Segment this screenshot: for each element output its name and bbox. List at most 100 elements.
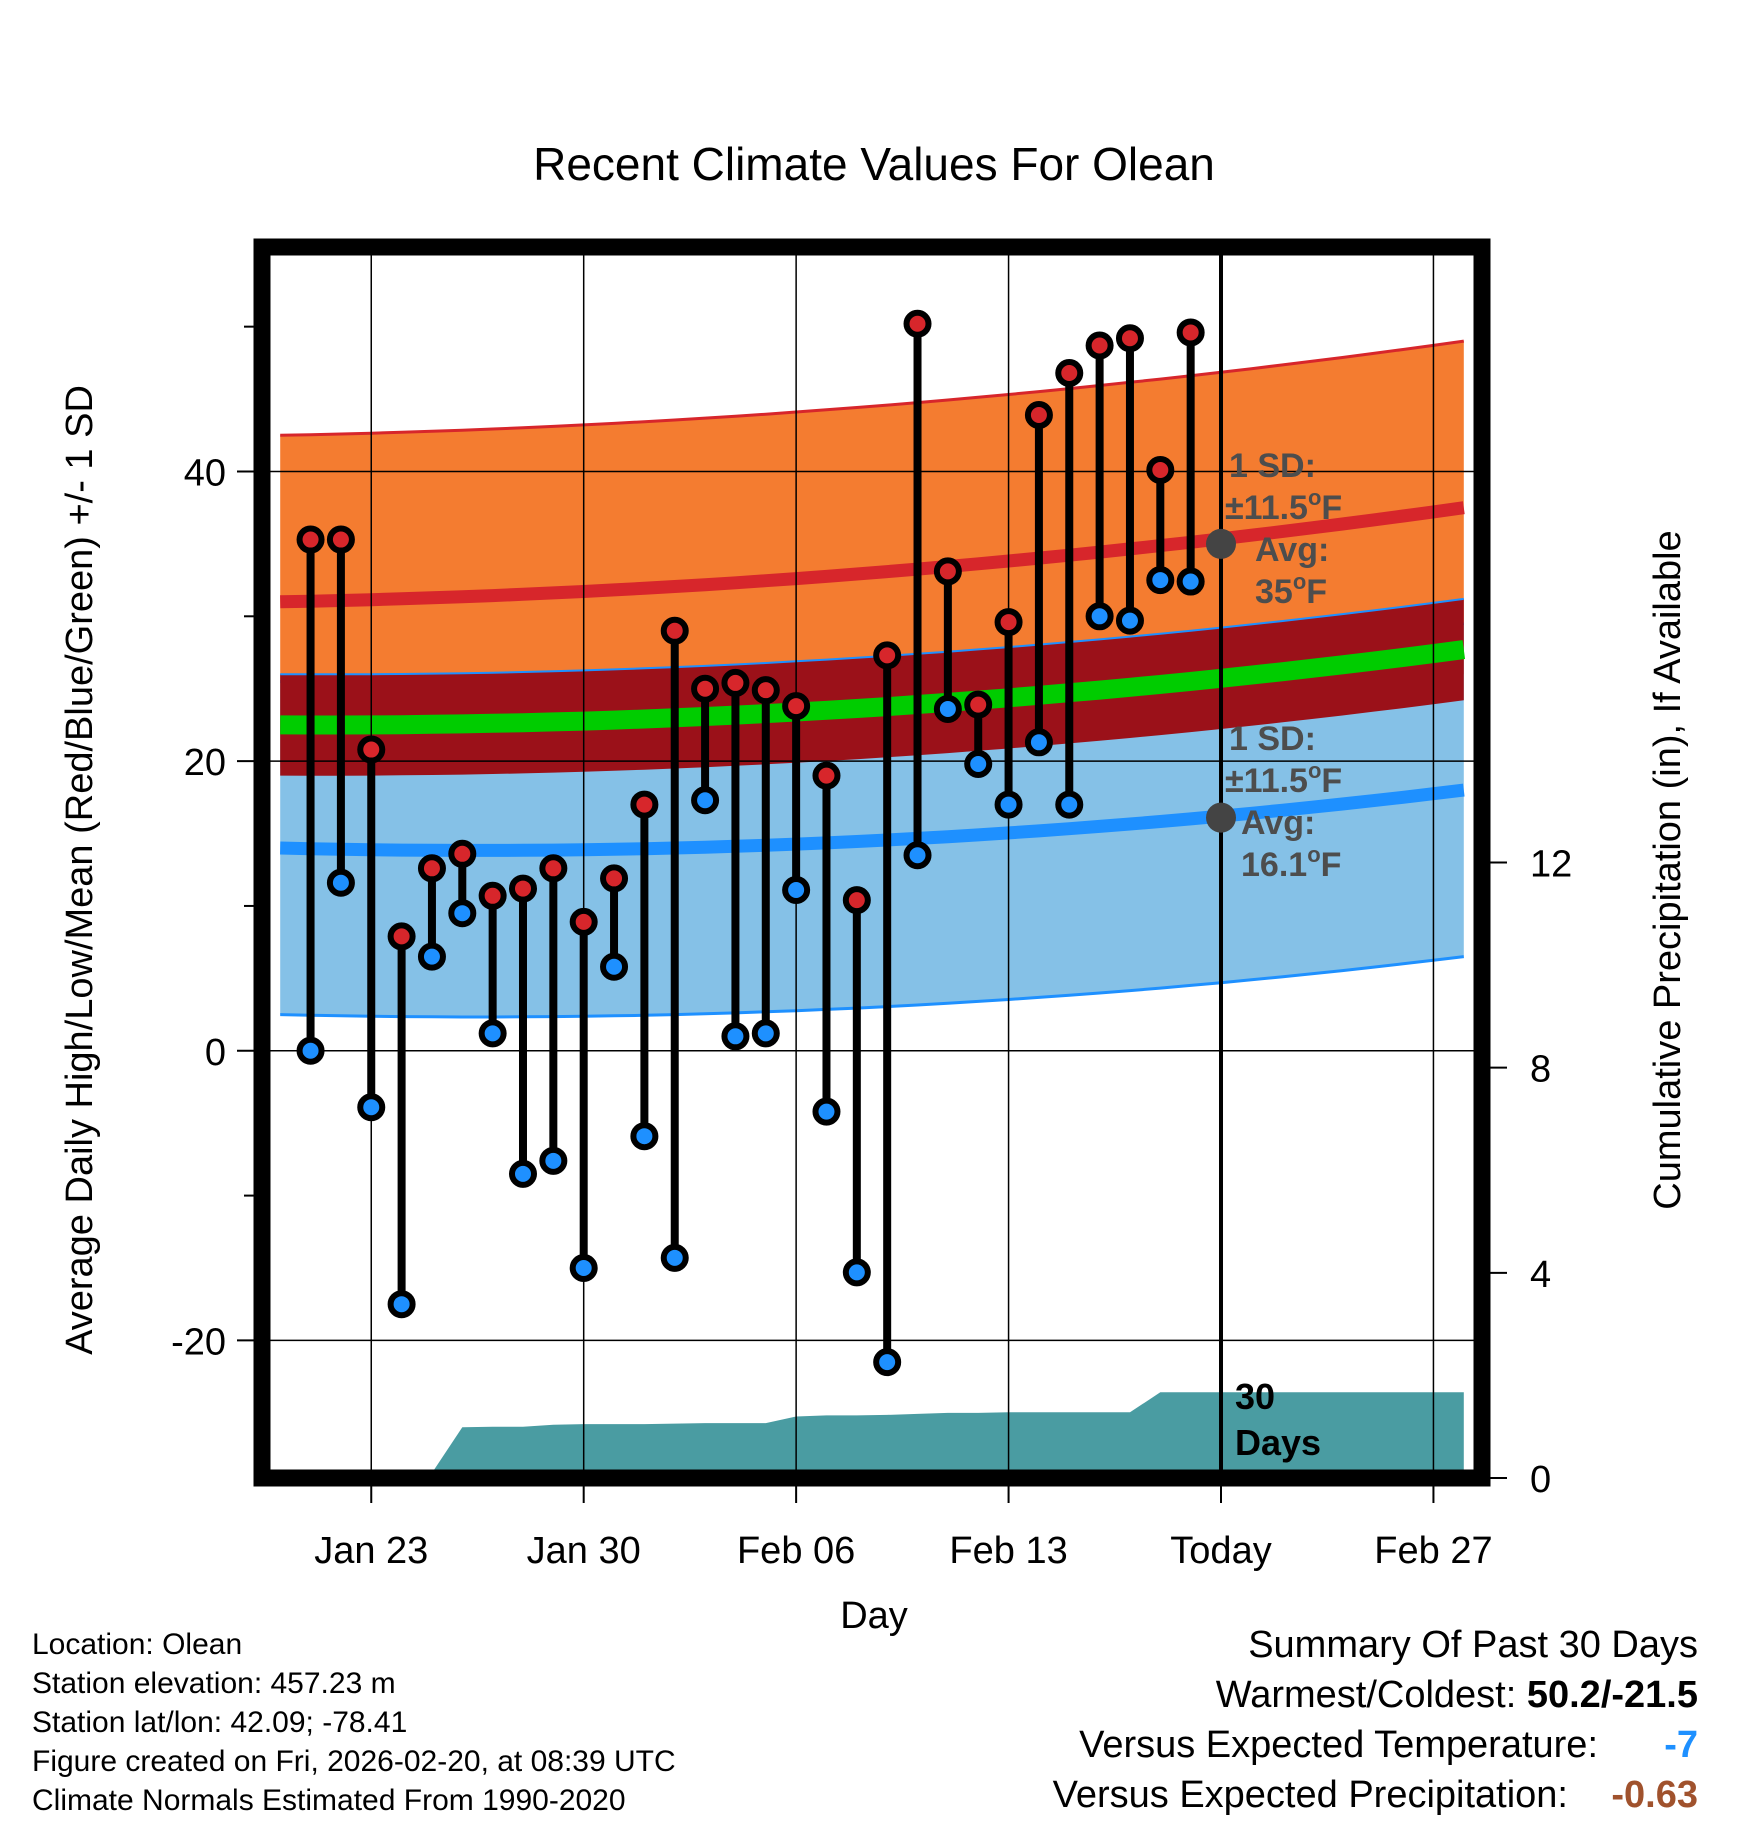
x-tick-label: Feb 13 (949, 1530, 1067, 1572)
degree-symbol: o (1293, 569, 1306, 594)
daily-low-point (448, 899, 477, 928)
daily-low-point (873, 1348, 902, 1377)
sd-label: 1 SD: (1229, 447, 1316, 485)
daily-high-point (326, 525, 355, 554)
degree-symbol: o (1308, 485, 1321, 510)
daily-low-point (1024, 728, 1053, 757)
location-text: Location: Olean (32, 1628, 243, 1661)
x-tick-label: Jan 30 (527, 1530, 641, 1572)
axis-ticks: -20 0 20 40 0 4 8 12 Jan 23 Jan 30 Feb 06 Feb 13 Tod… (171, 325, 1572, 1572)
y2-tick-label: 4 (1530, 1254, 1551, 1296)
x-tick-label: Feb 06 (737, 1530, 855, 1572)
created-text: Figure created on Fri, 2026-02-20, at 08… (32, 1745, 676, 1778)
daily-high-point (1055, 358, 1084, 387)
x-tick-label: Feb 27 (1374, 1530, 1492, 1572)
daily-low-point (600, 952, 629, 981)
daily-low-point (903, 841, 932, 870)
y2-tick-label: 0 (1530, 1459, 1551, 1501)
plot-border (253, 238, 1491, 1487)
daily-low-point (1146, 566, 1175, 595)
sd-value: ±11.5oF (1225, 485, 1342, 527)
precipitation-area (280, 1392, 1464, 1478)
daily-low-point (1176, 567, 1205, 596)
daily-high-point (1115, 324, 1144, 353)
daily-low-point (630, 1122, 659, 1151)
y-axis-label: Average Daily High/Low/Mean (Red/Blue/Gr… (59, 385, 101, 1355)
daily-high-point (1024, 400, 1053, 429)
daily-high-point (539, 854, 568, 883)
days-count-line: 30 (1235, 1376, 1275, 1417)
daily-low-point (691, 786, 720, 815)
normal-low-line (280, 783, 1465, 857)
y2-tick-label: 8 (1530, 1049, 1551, 1091)
daily-high-point (812, 761, 841, 790)
plot-frame (253, 238, 1491, 1487)
degree-symbol: o (1308, 758, 1321, 783)
daily-low-point (751, 1019, 780, 1048)
summary-precip-row: Versus Expected Precipitation: -0.63 (1053, 1770, 1698, 1820)
elevation-text: Station elevation: 457.23 m (32, 1667, 396, 1700)
daily-low-point (417, 942, 446, 971)
temp-value: -7 (1664, 1724, 1698, 1766)
station-info: Location: Olean Station elevation: 457.2… (32, 1625, 676, 1820)
chart-title: Recent Climate Values For Olean (533, 138, 1215, 190)
summary-warm-cold-row: Warmest/Coldest: 50.2/-21.5 (1053, 1670, 1698, 1720)
daily-high-point (994, 608, 1023, 637)
daily-high-point (691, 674, 720, 703)
daily-low-point (842, 1258, 871, 1287)
precip-label: Versus Expected Precipitation: (1052, 1774, 1568, 1816)
daily-low-point (569, 1254, 598, 1283)
high-sd-upper-edge (280, 339, 1465, 437)
x-axis-label: Day (840, 1595, 908, 1637)
daily-low-point (326, 868, 355, 897)
daily-low-point (1055, 790, 1084, 819)
y-tick-label: 0 (205, 1032, 226, 1074)
sd-label: 1 SD: (1229, 720, 1316, 758)
daily-low-point (721, 1022, 750, 1051)
daily-low-point (387, 1290, 416, 1319)
degree-symbol: o (1307, 842, 1320, 867)
daily-low-point (1115, 606, 1144, 635)
mean-sd-upper-edge (280, 597, 1464, 676)
avg-label: Avg: (1241, 804, 1315, 842)
normals-text: Climate Normals Estimated From 1990-2020 (32, 1784, 626, 1817)
daily-low-point (812, 1097, 841, 1126)
daily-high-point (569, 907, 598, 936)
daily-high-point (508, 874, 537, 903)
y-tick-label: 20 (184, 742, 226, 784)
x-tick-label: Today (1170, 1530, 1271, 1572)
daily-low-point (660, 1243, 689, 1272)
avg-value: 16.1oF (1241, 842, 1341, 884)
daily-high-point (873, 641, 902, 670)
daily-low-point (1085, 602, 1114, 631)
warm-cold-label: Warmest/Coldest: (1215, 1674, 1517, 1716)
daily-low-point (933, 694, 962, 723)
days-count-label: 30 Days (1235, 1376, 1321, 1463)
y-tick-label: -20 (171, 1321, 226, 1363)
normal-marker-point (1206, 802, 1237, 833)
unit-symbol: F (1321, 489, 1342, 527)
normal-high-line (280, 501, 1465, 609)
temp-label: Versus Expected Temperature: (1079, 1724, 1598, 1766)
daily-high-point (357, 735, 386, 764)
daily-high-point (1146, 456, 1175, 485)
normal-marker-point (1206, 528, 1237, 559)
daily-high-point (478, 881, 507, 910)
x-tick-label: Jan 23 (314, 1530, 428, 1572)
daily-high-point (448, 839, 477, 868)
sd-value: ±11.5oF (1225, 758, 1342, 800)
precip-cumulative-area (280, 1392, 1464, 1478)
daily-low-point (296, 1036, 325, 1065)
mean-sd-band (280, 598, 1464, 776)
daily-high-point (387, 922, 416, 951)
daily-low-point (508, 1159, 537, 1188)
unit-symbol: F (1306, 573, 1327, 611)
daily-high-point (782, 692, 811, 721)
daily-high-point (296, 525, 325, 554)
daily-range-bars (296, 309, 1205, 1377)
y2-axis-label: Cumulative Precipitation (in), If Availa… (1647, 530, 1689, 1209)
unit-symbol: F (1321, 762, 1342, 800)
days-count-line: Days (1235, 1422, 1321, 1463)
